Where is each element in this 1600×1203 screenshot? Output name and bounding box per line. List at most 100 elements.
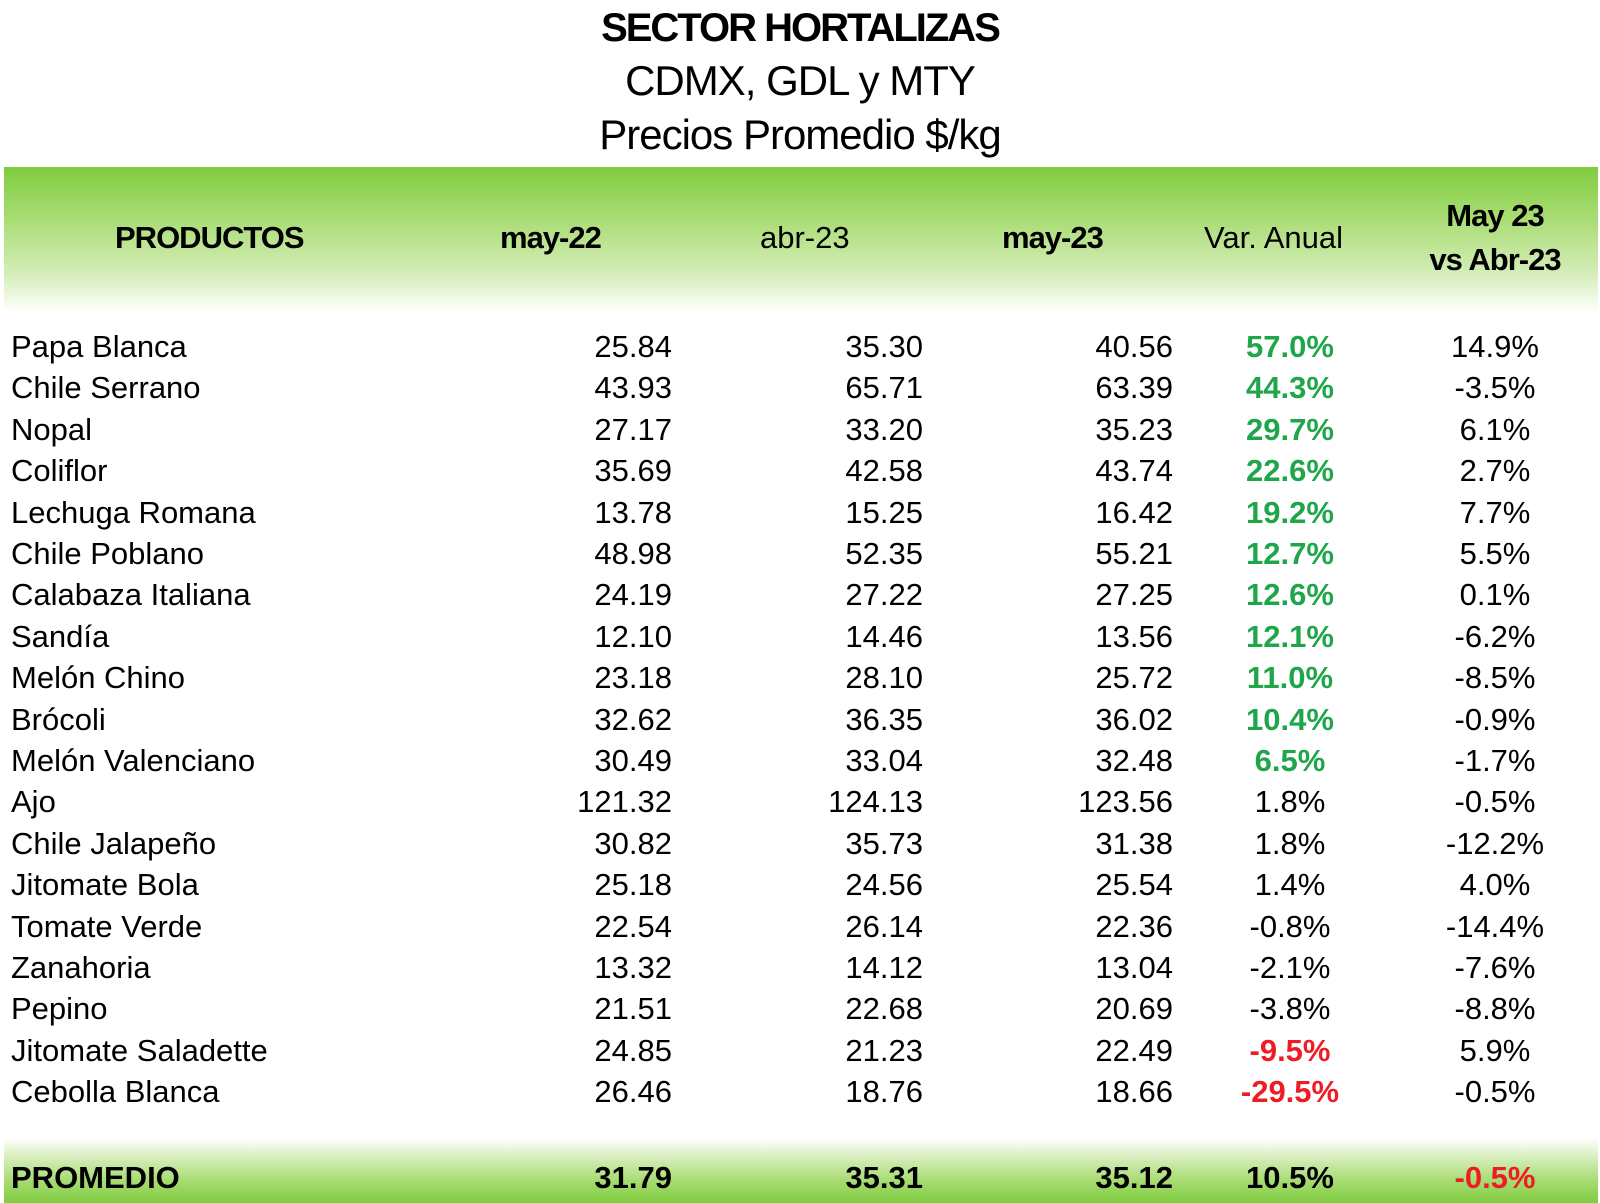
cell-var-anual: 12.6% bbox=[1246, 577, 1334, 613]
header-abr23: abr-23 bbox=[760, 220, 850, 255]
cell-may23: 20.69 bbox=[1095, 991, 1173, 1027]
cell-producto: Calabaza Italiana bbox=[11, 577, 251, 613]
cell-may22: 24.85 bbox=[594, 1032, 672, 1068]
footer-vs: -0.5% bbox=[1454, 1160, 1536, 1195]
footer-may23: 35.12 bbox=[1095, 1160, 1173, 1195]
cell-may23: 35.23 bbox=[1095, 411, 1173, 447]
cell-producto: Brócoli bbox=[11, 701, 106, 737]
cell-may23: 55.21 bbox=[1095, 536, 1173, 571]
cell-var-anual: 1.8% bbox=[1254, 784, 1326, 820]
cell-may22: 13.78 bbox=[594, 494, 672, 530]
table-row: Jitomate Bola 25.18 24.56 25.54 1.4% 4.0% bbox=[0, 864, 1600, 906]
cell-abr23: 21.23 bbox=[845, 1032, 923, 1068]
cell-may23: 22.36 bbox=[1095, 908, 1173, 944]
table-row: Sandía 12.10 14.46 13.56 12.1% -6.2% bbox=[0, 616, 1600, 658]
cell-abr23: 124.13 bbox=[828, 784, 923, 820]
table-row: Pepino 21.51 22.68 20.69 -3.8% -8.8% bbox=[0, 988, 1600, 1030]
cell-may23: 40.56 bbox=[1095, 329, 1173, 364]
cell-abr23: 26.14 bbox=[845, 908, 923, 944]
cell-var-anual: 1.4% bbox=[1254, 867, 1326, 903]
cell-var-anual: -2.1% bbox=[1249, 950, 1331, 985]
cell-var-anual: 12.7% bbox=[1246, 536, 1334, 571]
cell-abr23: 28.10 bbox=[845, 660, 923, 696]
cell-producto: Nopal bbox=[11, 411, 92, 447]
cell-vs: -0.5% bbox=[1454, 784, 1536, 820]
cell-abr23: 33.04 bbox=[845, 743, 923, 778]
cell-producto: Chile Jalapeño bbox=[11, 825, 217, 861]
cell-vs: -6.2% bbox=[1454, 618, 1536, 654]
cell-may22: 32.62 bbox=[594, 701, 672, 737]
cell-may23: 22.49 bbox=[1095, 1032, 1173, 1068]
cell-vs: 4.0% bbox=[1459, 867, 1531, 903]
cell-vs: -0.9% bbox=[1454, 701, 1536, 737]
cell-producto: Melón Chino bbox=[11, 660, 186, 696]
header-may22: may-22 bbox=[500, 220, 602, 255]
cell-var-anual: 1.8% bbox=[1254, 825, 1326, 861]
cell-may22: 24.19 bbox=[594, 577, 672, 613]
cell-abr23: 24.56 bbox=[845, 867, 923, 903]
title-main: SECTOR HORTALIZAS bbox=[601, 6, 1001, 50]
cell-abr23: 18.76 bbox=[845, 1074, 923, 1110]
cell-abr23: 33.20 bbox=[845, 411, 923, 447]
cell-may22: 30.49 bbox=[594, 743, 672, 778]
cell-vs: 5.9% bbox=[1459, 1032, 1531, 1068]
cell-var-anual: 44.3% bbox=[1246, 370, 1334, 406]
table-row: Chile Serrano 43.93 65.71 63.39 44.3% -3.5% bbox=[0, 367, 1600, 409]
cell-producto: Pepino bbox=[11, 991, 108, 1027]
table-row: Nopal 27.17 33.20 35.23 29.7% 6.1% bbox=[0, 409, 1600, 451]
cell-producto: Chile Poblano bbox=[11, 536, 205, 571]
cell-producto: Papa Blanca bbox=[11, 329, 187, 364]
cell-var-anual: -29.5% bbox=[1240, 1074, 1340, 1110]
cell-may22: 26.46 bbox=[594, 1074, 672, 1110]
cell-may23: 16.42 bbox=[1095, 494, 1173, 530]
cell-may23: 63.39 bbox=[1095, 370, 1173, 406]
cell-may22: 121.32 bbox=[577, 784, 672, 820]
cell-vs: 7.7% bbox=[1459, 494, 1531, 530]
header-productos: PRODUCTOS bbox=[115, 220, 305, 255]
footer-var-anual: 10.5% bbox=[1246, 1160, 1334, 1195]
cell-vs: 5.5% bbox=[1459, 536, 1531, 571]
cell-may22: 25.18 bbox=[594, 867, 672, 903]
cell-vs: -1.7% bbox=[1454, 743, 1536, 778]
table-row: Cebolla Blanca 26.46 18.76 18.66 -29.5% -0.5% bbox=[0, 1071, 1600, 1113]
cell-producto: Jitomate Saladette bbox=[11, 1032, 268, 1068]
table-header-band bbox=[4, 167, 1598, 312]
cell-var-anual: 6.5% bbox=[1254, 743, 1326, 778]
cell-vs: 2.7% bbox=[1459, 453, 1531, 489]
cell-var-anual: 10.4% bbox=[1246, 701, 1334, 737]
table-row: Calabaza Italiana 24.19 27.22 27.25 12.6% 0.1… bbox=[0, 574, 1600, 616]
header-may23: may-23 bbox=[1002, 220, 1104, 255]
table-row: Zanahoria 13.32 14.12 13.04 -2.1% -7.6% bbox=[0, 947, 1600, 989]
cell-may23: 27.25 bbox=[1095, 577, 1173, 613]
cell-abr23: 14.12 bbox=[845, 950, 923, 985]
cell-producto: Coliflor bbox=[11, 453, 108, 489]
cell-vs: -14.4% bbox=[1445, 908, 1545, 944]
table-row: Tomate Verde 22.54 26.14 22.36 -0.8% -14.4% bbox=[0, 906, 1600, 948]
cell-abr23: 52.35 bbox=[845, 536, 923, 571]
cell-vs: 14.9% bbox=[1451, 329, 1539, 364]
cell-may22: 21.51 bbox=[594, 991, 672, 1027]
cell-vs: -0.5% bbox=[1454, 1074, 1536, 1110]
cell-may22: 25.84 bbox=[594, 329, 672, 364]
title-sub: CDMX, GDL y MTY bbox=[625, 57, 976, 104]
cell-abr23: 22.68 bbox=[845, 991, 923, 1027]
cell-may23: 13.56 bbox=[1095, 618, 1173, 654]
cell-producto: Chile Serrano bbox=[11, 370, 201, 406]
footer-may22: 31.79 bbox=[594, 1160, 672, 1195]
footer-abr23: 35.31 bbox=[845, 1160, 923, 1195]
table-row: Brócoli 32.62 36.35 36.02 10.4% -0.9% bbox=[0, 699, 1600, 741]
table-row: Chile Poblano 48.98 52.35 55.21 12.7% 5.5% bbox=[0, 533, 1600, 575]
cell-abr23: 35.30 bbox=[845, 329, 923, 364]
cell-may23: 31.38 bbox=[1095, 825, 1173, 861]
cell-may23: 13.04 bbox=[1095, 950, 1173, 985]
cell-abr23: 65.71 bbox=[845, 370, 923, 406]
cell-producto: Ajo bbox=[11, 784, 56, 820]
cell-abr23: 35.73 bbox=[845, 825, 923, 861]
cell-may22: 30.82 bbox=[594, 825, 672, 861]
cell-may22: 23.18 bbox=[594, 660, 672, 696]
cell-var-anual: 29.7% bbox=[1246, 411, 1334, 447]
table-row: Jitomate Saladette 24.85 21.23 22.49 -9.5% 5.… bbox=[0, 1030, 1600, 1072]
cell-producto: Zanahoria bbox=[11, 950, 151, 985]
cell-may22: 27.17 bbox=[594, 411, 672, 447]
cell-vs: 6.1% bbox=[1459, 411, 1531, 447]
